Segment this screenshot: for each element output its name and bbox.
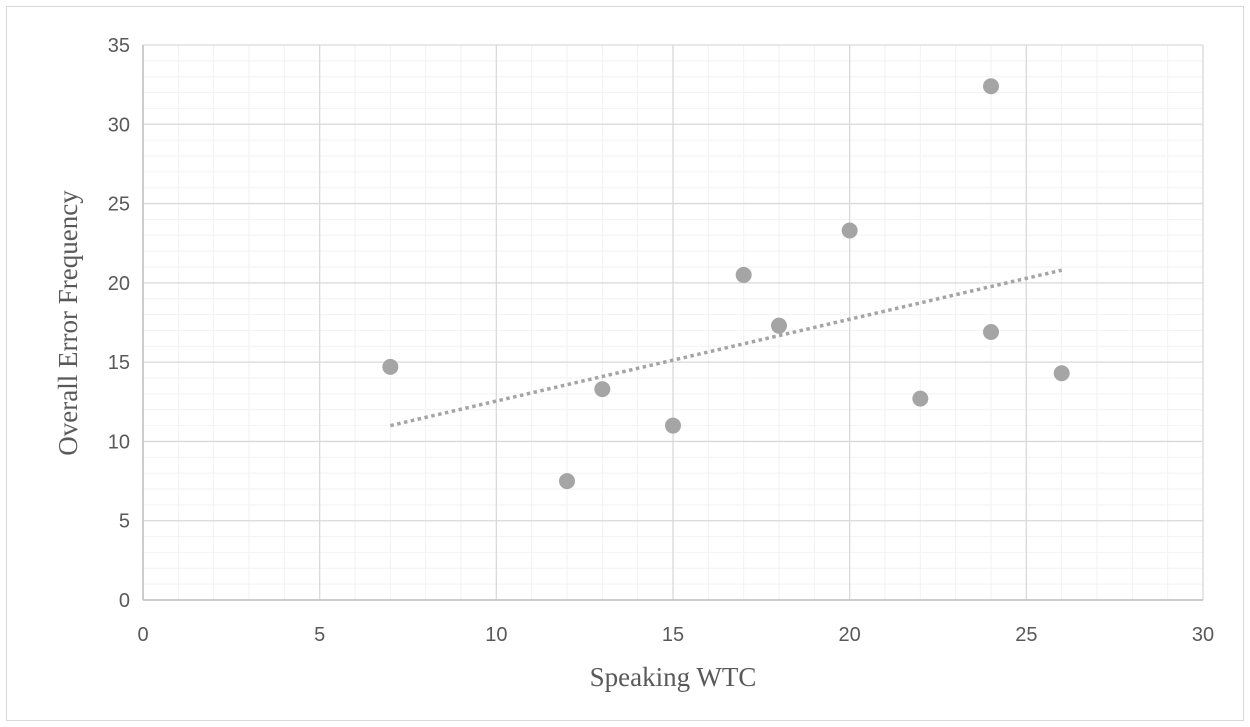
data-point [983, 324, 999, 341]
data-point [382, 358, 399, 375]
y-tick-labels: 0 5 10 15 20 25 30 35 [108, 35, 130, 612]
data-point [912, 390, 929, 407]
y-tick-label: 30 [108, 114, 130, 136]
linear-trendline [389, 268, 1063, 428]
trendline-group [389, 268, 1063, 428]
y-tick-label: 25 [108, 194, 130, 216]
y-tick-label: 15 [108, 352, 130, 374]
data-point [1053, 365, 1070, 382]
y-axis-title: Overall Error Frequency [53, 190, 83, 456]
y-tick-label: 35 [108, 35, 130, 57]
data-points [382, 78, 1070, 490]
data-point [735, 266, 752, 283]
data-point [665, 417, 681, 434]
y-tick-label: 20 [108, 273, 130, 295]
y-tick-label: 10 [108, 431, 130, 453]
major-gridlines [142, 44, 1204, 601]
x-tick-label: 15 [662, 624, 684, 646]
chart-frame [6, 6, 1244, 721]
axes [142, 45, 1203, 601]
x-tick-labels: 0 5 10 15 20 25 30 [137, 624, 1214, 646]
data-point [983, 78, 999, 95]
x-tick-label: 20 [839, 624, 861, 646]
x-tick-label: 10 [485, 624, 507, 646]
x-tick-label: 5 [314, 624, 325, 646]
data-point [841, 222, 858, 239]
data-point [559, 473, 575, 490]
x-tick-label: 0 [137, 624, 148, 646]
y-tick-label: 5 [119, 511, 130, 533]
y-tick-label: 0 [119, 590, 130, 612]
data-point [594, 381, 611, 398]
data-point [771, 317, 787, 334]
x-tick-label: 25 [1015, 624, 1037, 646]
x-axis-title: Speaking WTC [590, 662, 757, 692]
x-tick-label: 30 [1192, 624, 1214, 646]
